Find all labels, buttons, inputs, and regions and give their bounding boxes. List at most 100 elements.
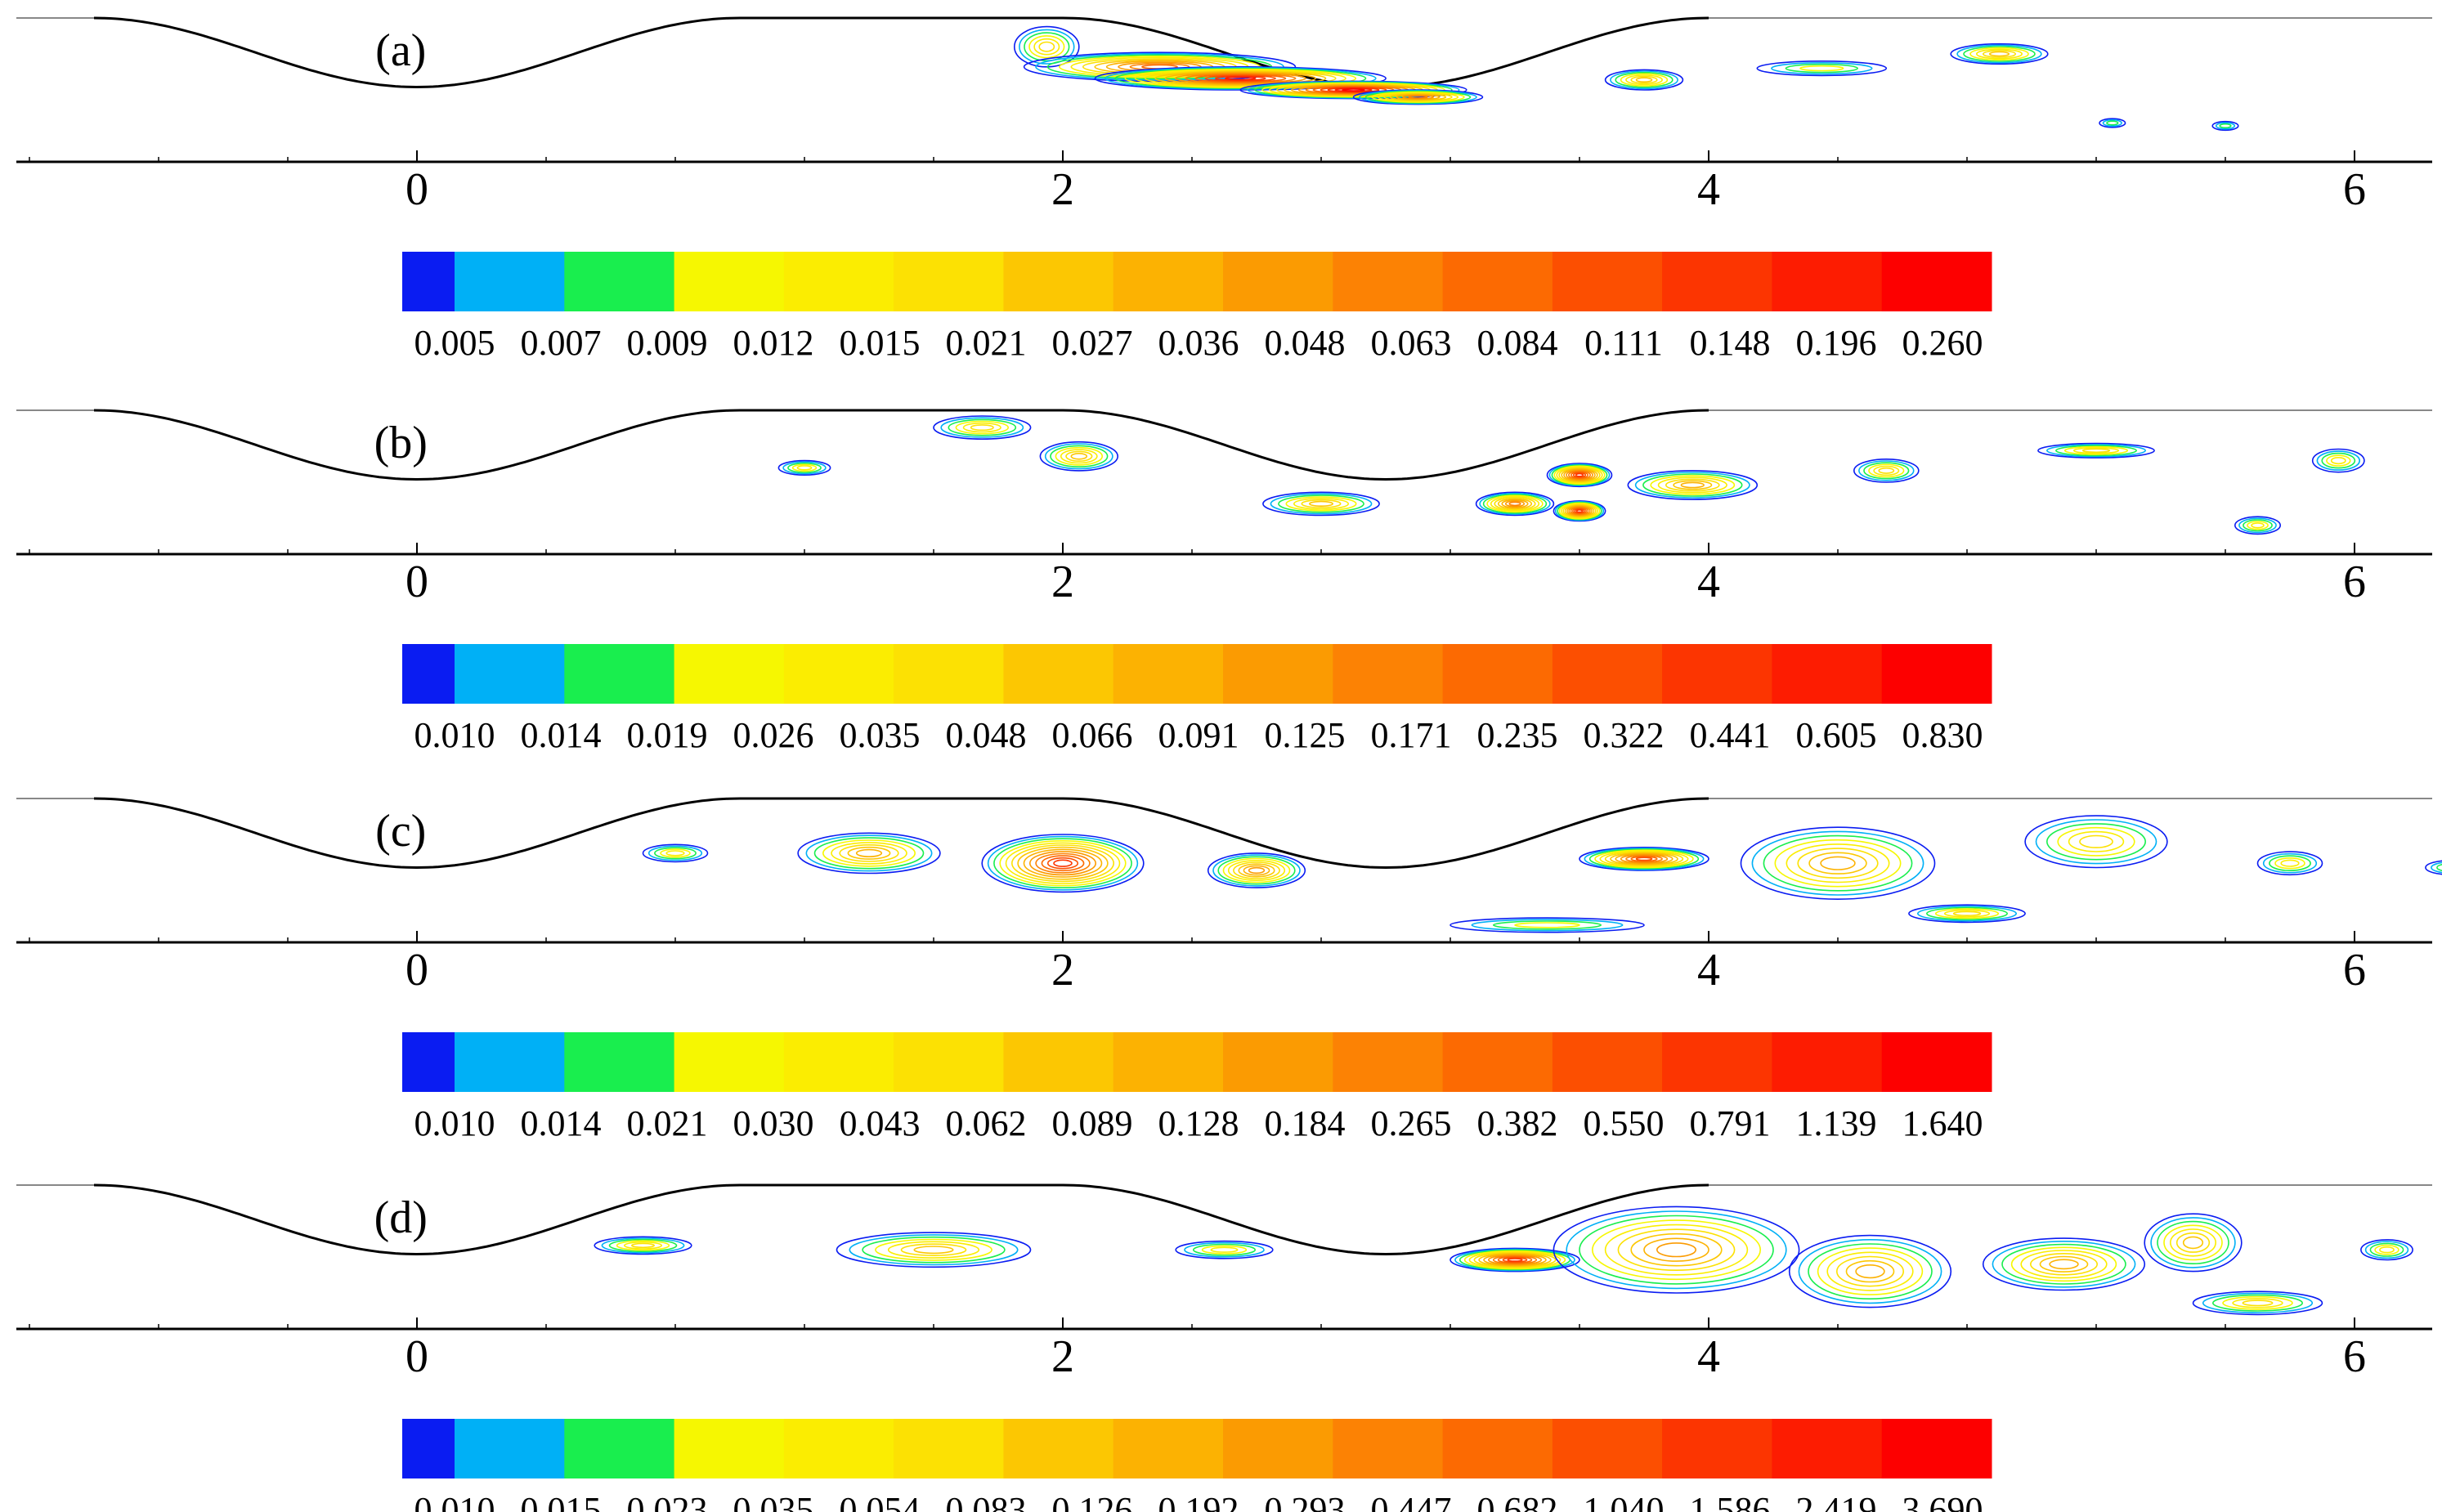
contour-line [2374,1244,2399,1255]
colorbar-swatch [1003,252,1114,311]
contour-line [1635,77,1653,83]
contour-line [1554,500,1605,521]
contour-line [1620,73,1669,87]
contour-line [1982,50,2017,58]
contour-line [1566,1210,1787,1290]
contour-line [1588,848,1700,870]
x-tick-label: 0 [406,945,428,995]
contour-blob [1546,463,1613,488]
contour-blob [1450,1247,1580,1273]
colorbar-level-label: 0.007 [521,323,602,363]
contour-line [2001,1243,2126,1285]
contour-line [1194,74,1287,83]
contour-line [1014,25,1080,68]
contour-line [1570,507,1589,516]
contour-line [2425,860,2442,875]
contour-line [1908,904,2026,924]
wavy-wall [93,1183,1709,1256]
contour-blob [642,843,709,863]
colorbar-swatch [1772,644,1883,704]
contour-line [1514,922,1580,928]
contour-line [1262,491,1380,517]
contour-line [1665,478,1720,492]
contour-line [1468,1250,1562,1269]
contour-line [1853,459,1920,483]
contour-line [660,848,691,858]
colorbar-swatch [455,252,565,311]
contour-line [1579,847,1709,871]
contour-blob [1950,42,2049,65]
contour-line [1617,1228,1736,1271]
colorbar-level-label: 0.048 [946,715,1027,755]
contour-line [1124,68,1357,88]
contour-line [1492,920,1602,930]
contour-line [2262,852,2318,874]
contour-blob [1039,441,1119,472]
contour-line [642,843,709,863]
colorbar: 0.005 0.007 0.009 0.012 0.015 0.021 0.027 0.036… [402,252,1992,363]
colorbar-level-label: 0.035 [733,1490,814,1512]
contour-line [1786,843,1890,883]
contour-blob [2360,1239,2413,1261]
panel-label: (d) [374,1192,428,1243]
x-tick-label: 6 [2343,1331,2366,1382]
colorbar-swatch [564,1032,675,1092]
colorbar-level-label: 0.089 [1052,1103,1133,1143]
contour-line [2215,122,2236,130]
colorbar-level-label: 0.148 [1690,323,1771,363]
contour-line [913,1246,954,1255]
contour-line [1627,470,1759,500]
contour-line [601,1237,685,1254]
colorbar-level-label: 0.260 [1902,323,1983,363]
contour-line [2170,1228,2217,1257]
contour-line [1615,71,1674,88]
colorbar-level-label: 0.791 [1690,1103,1771,1143]
contour-line [875,1238,992,1261]
colorbar-swatch [783,252,894,311]
colorbar-level-label: 0.021 [946,323,1027,363]
contour-line [1553,465,1606,485]
colorbar-level-label: 0.550 [1584,1103,1665,1143]
contour-line [1548,463,1611,487]
contour-line [1175,1240,1274,1259]
contour-blob [2256,851,2323,876]
contour-line [1574,508,1585,514]
contour-line [1579,1215,1774,1285]
contour-line [1497,498,1533,510]
colorbar-level-label: 0.084 [1477,323,1558,363]
colorbar-swatch [1003,644,1114,704]
contour-line [1610,70,1678,90]
contour-line [836,1232,1032,1268]
colorbar-level-label: 1.139 [1796,1103,1877,1143]
colorbar-swatch [894,1419,1004,1478]
contour-line [933,415,1032,440]
contour-line [2234,516,2282,535]
contour-line [1556,466,1603,484]
contour-line [2436,863,2442,872]
contour-line [2068,830,2125,852]
contour-blob [2311,448,2365,473]
contour-line [1771,61,1873,75]
contour-line [1751,830,1924,896]
colorbar-level-label: 0.030 [733,1103,814,1143]
contour-line [1389,93,1447,101]
colorbar-swatch [402,644,455,704]
contour-line [1855,1264,1885,1279]
colorbar-swatch [674,1419,785,1478]
colorbar-level-label: 0.083 [946,1490,1027,1512]
colorbar-swatch [564,1419,675,1478]
colorbar-level-label: 0.125 [1265,715,1346,755]
colorbar-swatch [1442,644,1553,704]
contour-line [962,422,1001,433]
contour-line [1863,462,1910,480]
contour-line [1217,856,1296,885]
contour-line [1969,47,2029,61]
colorbar-level-label: 0.192 [1158,1490,1239,1512]
contour-line [2049,1259,2079,1270]
contour-line [2046,444,2147,458]
contour-line [791,463,818,472]
contour-line [1450,917,1645,933]
contour-line [1024,32,1070,62]
contour-line [2232,1298,2283,1308]
colorbar-level-label: 0.048 [1265,323,1346,363]
